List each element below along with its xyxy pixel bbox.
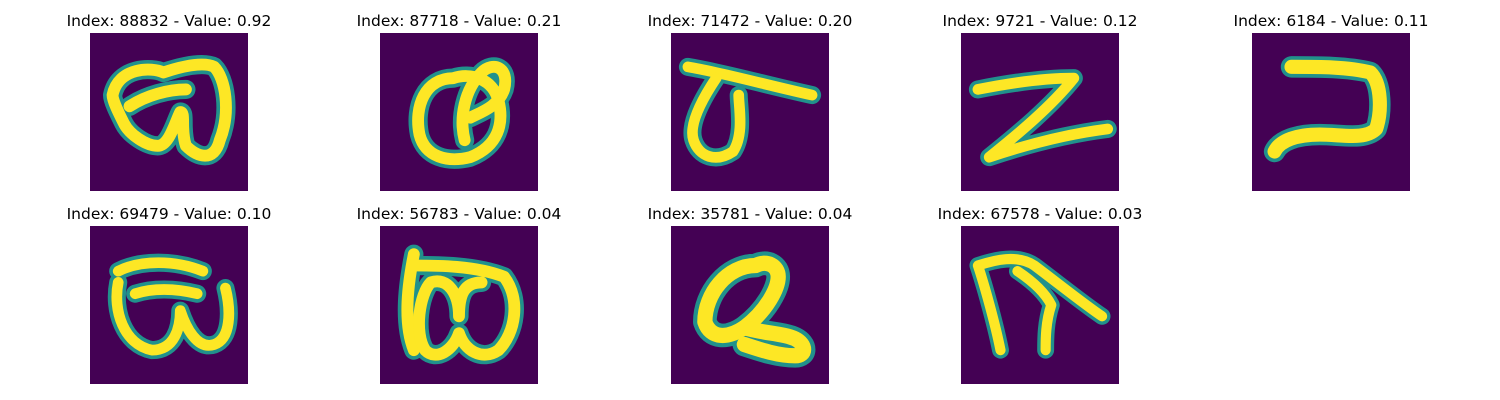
panel-title: Index: 69479 - Value: 0.10 [66,205,272,223]
digit-panel-7: Index: 56783 - Value: 0.04 [314,204,604,394]
digit-image [961,226,1119,384]
digit-panel-6: Index: 69479 - Value: 0.10 [24,204,314,394]
digit-image [671,226,829,384]
digit-panel-8: Index: 35781 - Value: 0.04 [605,204,895,394]
panel-title: Index: 87718 - Value: 0.21 [356,12,562,30]
digit-image [90,226,248,384]
digit-image [961,33,1119,191]
digit-image [380,33,538,191]
digit-panel-5: Index: 6184 - Value: 0.11 [1186,11,1476,201]
digit-panel-9: Index: 67578 - Value: 0.03 [895,204,1185,394]
digit-image [671,33,829,191]
panel-title: Index: 88832 - Value: 0.92 [66,12,272,30]
digit-panel-3: Index: 71472 - Value: 0.20 [605,11,895,201]
digit-panel-1: Index: 88832 - Value: 0.92 [24,11,314,201]
digit-image [380,226,538,384]
panel-title: Index: 35781 - Value: 0.04 [647,205,853,223]
panel-title: Index: 56783 - Value: 0.04 [356,205,562,223]
digit-image [1252,33,1410,191]
panel-title: Index: 9721 - Value: 0.12 [942,12,1138,30]
digit-image [90,33,248,191]
digit-panel-4: Index: 9721 - Value: 0.12 [895,11,1185,201]
panel-title: Index: 67578 - Value: 0.03 [937,205,1143,223]
panel-title: Index: 71472 - Value: 0.20 [647,12,853,30]
digit-panel-2: Index: 87718 - Value: 0.21 [314,11,604,201]
panel-title: Index: 6184 - Value: 0.11 [1233,12,1429,30]
